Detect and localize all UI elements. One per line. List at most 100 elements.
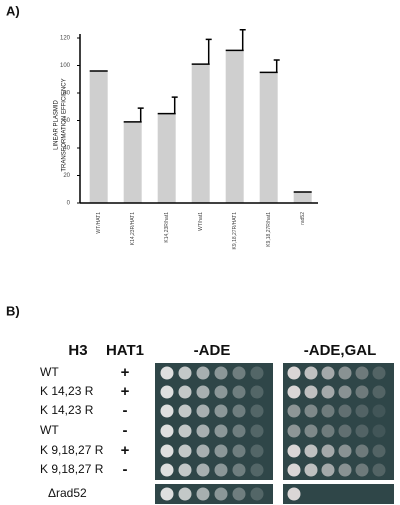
colony-spot <box>196 487 210 501</box>
colony-spot <box>214 385 228 399</box>
colony-spot <box>372 404 386 418</box>
colony-spot <box>232 366 246 380</box>
colony-spot <box>338 424 352 438</box>
colony-spot <box>160 404 174 418</box>
colony-spot <box>178 444 192 458</box>
colony-spot <box>178 463 192 477</box>
column-header: -ADE,GAL <box>304 342 377 359</box>
colony-spot <box>304 463 318 477</box>
colony-spot <box>287 385 301 399</box>
colony-spot <box>372 444 386 458</box>
x-tick-label: WT/hat1 <box>198 212 204 231</box>
y-tick-label: 60 <box>63 118 70 124</box>
colony-spot <box>287 444 301 458</box>
colony-spot <box>321 366 335 380</box>
x-tick-label: rad52 <box>300 212 306 225</box>
y-axis-label: TRANSFORMATION EFFICIENCY <box>62 78 68 171</box>
colony-spot <box>160 487 174 501</box>
colony-spot <box>287 404 301 418</box>
colony-spot <box>355 463 369 477</box>
colony-spot <box>304 444 318 458</box>
hat1-sign: + <box>121 364 130 381</box>
colony-spot <box>232 444 246 458</box>
plate-strip <box>283 484 394 504</box>
error-bar <box>171 96 178 114</box>
error-bar <box>205 38 212 65</box>
x-tick-label: WT/HAT1 <box>96 212 102 234</box>
bar <box>259 72 278 203</box>
colony-spot <box>160 444 174 458</box>
colony-spot <box>321 404 335 418</box>
colony-spot <box>232 404 246 418</box>
colony-spot <box>355 385 369 399</box>
strain-label: K 14,23 R <box>40 403 94 417</box>
colony-spot <box>338 404 352 418</box>
x-tick-label: K14,23R/HAT1 <box>130 212 136 245</box>
bar <box>157 113 176 203</box>
strain-label: WT <box>40 423 59 437</box>
colony-spot <box>355 404 369 418</box>
colony-spot <box>321 444 335 458</box>
colony-spot <box>355 444 369 458</box>
x-tick-label: K14,23R/hat1 <box>164 212 170 243</box>
strain-label: K 14,23 R <box>40 384 94 398</box>
column-header: -ADE <box>194 342 231 359</box>
colony-spot <box>355 424 369 438</box>
colony-spot <box>250 444 264 458</box>
panel-label: B) <box>6 303 20 318</box>
colony-spot <box>304 424 318 438</box>
colony-spot <box>355 366 369 380</box>
colony-spot <box>321 424 335 438</box>
colony-spot <box>160 366 174 380</box>
colony-spot <box>214 444 228 458</box>
colony-spot <box>196 444 210 458</box>
error-bar <box>273 59 280 73</box>
strain-label: K 9,18,27 R <box>40 462 104 476</box>
colony-spot <box>304 385 318 399</box>
colony-spot <box>250 366 264 380</box>
colony-spot <box>287 463 301 477</box>
hat1-sign: - <box>123 461 128 478</box>
colony-spot <box>178 487 192 501</box>
colony-spot <box>232 487 246 501</box>
colony-spot <box>338 444 352 458</box>
x-tick-label: K9,18,27R/hat1 <box>266 212 272 247</box>
colony-spot <box>338 385 352 399</box>
colony-spot <box>372 424 386 438</box>
colony-spot <box>287 424 301 438</box>
error-bar <box>239 29 246 51</box>
bar <box>123 121 142 203</box>
colony-spot <box>372 366 386 380</box>
colony-spot <box>196 424 210 438</box>
plate <box>155 363 273 480</box>
bar <box>293 192 312 203</box>
colony-spot <box>287 366 301 380</box>
colony-spot <box>321 385 335 399</box>
colony-spot <box>196 385 210 399</box>
hat1-sign: + <box>121 442 130 459</box>
y-tick-label: 20 <box>63 173 70 179</box>
y-tick-label: 0 <box>67 201 71 207</box>
bar <box>225 50 244 203</box>
colony-spot <box>214 366 228 380</box>
colony-spot <box>178 424 192 438</box>
colony-spot <box>250 424 264 438</box>
colony-spot <box>250 463 264 477</box>
y-axis-label: LINEAR PLASMID <box>54 99 60 149</box>
column-header: HAT1 <box>106 342 144 359</box>
colony-spot <box>196 463 210 477</box>
column-header: H3 <box>68 342 87 359</box>
colony-spot <box>214 463 228 477</box>
strain-label: Δrad52 <box>48 486 87 500</box>
colony-spot <box>250 487 264 501</box>
colony-spot <box>321 463 335 477</box>
colony-spot <box>232 424 246 438</box>
colony-spot <box>287 487 301 501</box>
y-tick-label: 40 <box>63 146 70 152</box>
strain-label: K 9,18,27 R <box>40 443 104 457</box>
colony-spot <box>372 385 386 399</box>
colony-spot <box>196 366 210 380</box>
plate <box>283 363 394 480</box>
colony-spot <box>232 385 246 399</box>
strain-label: WT <box>40 365 59 379</box>
